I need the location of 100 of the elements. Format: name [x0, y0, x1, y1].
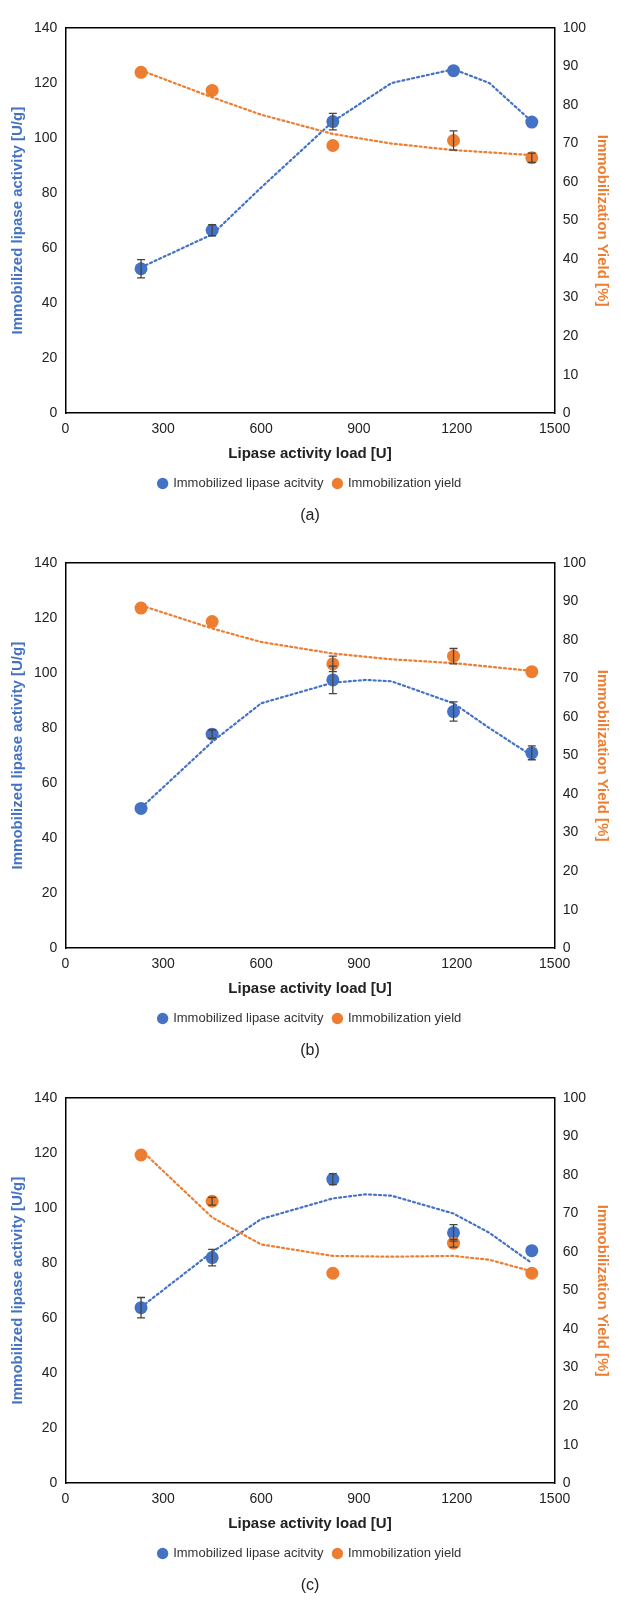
- y2-tick-label: 60: [562, 707, 579, 724]
- y-tick-label: 80: [41, 183, 58, 200]
- y2-tick-label: 90: [562, 1127, 579, 1144]
- y-tick-label: 120: [34, 608, 58, 625]
- y2-tick-label: 10: [562, 900, 579, 917]
- y2-tick-label: 10: [562, 1435, 579, 1452]
- y-axis-title: Immobilized lipase activity [U/g]: [8, 641, 26, 870]
- y-tick-label: 100: [34, 663, 58, 680]
- y2-tick-label: 20: [562, 1397, 579, 1414]
- x-tick-label: 0: [61, 1490, 70, 1507]
- y-tick-label: 100: [34, 1198, 58, 1215]
- y-tick-label: 20: [41, 884, 58, 901]
- legend-label: Immobilized lipase acitvity: [173, 1545, 324, 1561]
- y2-tick-label: 70: [562, 134, 579, 151]
- legend-label: Immobilized lipase acitvity: [173, 1010, 324, 1026]
- y2-tick-label: 80: [562, 1165, 579, 1182]
- x-tick-label: 600: [249, 420, 273, 437]
- x-tick-label: 1200: [441, 420, 473, 437]
- y2-tick-label: 10: [562, 365, 579, 382]
- y-tick-label: 80: [41, 718, 58, 735]
- x-tick-label: 900: [347, 1490, 371, 1507]
- y-axis-title: Immobilized lipase activity [U/g]: [8, 1176, 26, 1405]
- y2-tick-label: 20: [562, 862, 579, 879]
- x-tick-label: 600: [249, 1490, 273, 1507]
- y2-tick-label: 50: [562, 211, 579, 228]
- x-axis-title: Lipase activity load [U]: [228, 444, 392, 462]
- legend-label: Immobilized lipase acitvity: [173, 475, 324, 491]
- y-tick-label: 140: [34, 1088, 58, 1105]
- y-tick-label: 140: [34, 553, 58, 570]
- y-axis-title: Immobilized lipase activity [U/g]: [8, 106, 26, 335]
- x-axis-title: Lipase activity load [U]: [228, 1514, 392, 1532]
- y2-tick-label: 40: [562, 249, 579, 266]
- y2-tick-label: 40: [562, 784, 579, 801]
- y2-tick-label: 80: [562, 95, 579, 112]
- y2-tick-label: 70: [562, 669, 579, 686]
- y2-tick-label: 40: [562, 1319, 579, 1336]
- y-tick-label: 20: [41, 1419, 58, 1436]
- y2-tick-label: 30: [562, 823, 579, 840]
- point: [326, 138, 340, 152]
- x-tick-label: 1200: [441, 955, 473, 972]
- y2-tick-label: 90: [562, 57, 579, 74]
- x-tick-label: 300: [151, 955, 176, 972]
- y-tick-label: 40: [41, 829, 58, 845]
- y2-tick-label: 30: [562, 288, 579, 305]
- y-tick-label: 0: [49, 939, 58, 956]
- legend-label: Immobilization yield: [347, 475, 462, 491]
- y2-axis-title: Immobilization Yield [%]: [594, 669, 612, 842]
- x-tick-label: 1200: [441, 1490, 473, 1507]
- y2-axis-title: Immobilization Yield [%]: [594, 134, 612, 307]
- point: [326, 1266, 340, 1280]
- point: [525, 1266, 539, 1280]
- y2-tick-label: 0: [562, 1474, 571, 1491]
- x-tick-label: 0: [61, 955, 70, 972]
- x-tick-label: 900: [347, 955, 371, 972]
- y2-tick-label: 100: [562, 1088, 587, 1105]
- text: (a): [299, 505, 321, 525]
- y2-axis-title: Immobilization Yield [%]: [594, 1204, 612, 1377]
- y2-tick-label: 80: [562, 630, 579, 647]
- x-axis-title: Lipase activity load [U]: [228, 979, 392, 997]
- point: [525, 1244, 539, 1258]
- y2-tick-label: 50: [562, 746, 579, 763]
- y2-tick-label: 60: [562, 1242, 579, 1259]
- y2-tick-label: 0: [562, 939, 571, 956]
- x-tick-label: 1500: [539, 420, 571, 437]
- y-tick-label: 60: [41, 773, 58, 790]
- y2-tick-label: 100: [562, 553, 587, 570]
- y-tick-label: 0: [49, 1474, 58, 1491]
- point: [205, 615, 219, 629]
- y-tick-label: 120: [34, 73, 58, 90]
- text: (b): [299, 1040, 321, 1060]
- y-tick-label: 80: [41, 1253, 58, 1270]
- y-tick-label: 60: [41, 1308, 58, 1325]
- y2-tick-label: 0: [562, 404, 571, 421]
- y2-tick-label: 100: [562, 18, 587, 35]
- y-tick-label: 140: [34, 18, 58, 35]
- y-tick-label: 40: [41, 1364, 58, 1380]
- y-tick-label: 120: [34, 1143, 58, 1160]
- x-tick-label: 300: [151, 1490, 176, 1507]
- x-tick-label: 1500: [539, 1490, 571, 1507]
- y2-tick-label: 20: [562, 327, 579, 344]
- x-tick-label: 300: [151, 420, 176, 437]
- y-tick-label: 60: [41, 238, 58, 255]
- y-tick-label: 100: [34, 128, 58, 145]
- legend-label: Immobilization yield: [347, 1545, 462, 1561]
- y2-tick-label: 30: [562, 1358, 579, 1375]
- point: [447, 705, 461, 719]
- x-tick-label: 0: [61, 420, 70, 437]
- y2-tick-label: 70: [562, 1204, 579, 1221]
- y-tick-label: 20: [41, 349, 58, 366]
- y2-tick-label: 90: [562, 592, 579, 609]
- x-tick-label: 1500: [539, 955, 571, 972]
- y-tick-label: 40: [41, 294, 58, 310]
- y2-tick-label: 50: [562, 1281, 579, 1298]
- legend-label: Immobilization yield: [347, 1010, 462, 1026]
- x-tick-label: 600: [249, 955, 273, 972]
- point: [447, 133, 461, 147]
- y2-tick-label: 60: [562, 172, 579, 189]
- x-tick-label: 900: [347, 420, 371, 437]
- y-tick-label: 0: [49, 404, 58, 421]
- point: [205, 83, 219, 97]
